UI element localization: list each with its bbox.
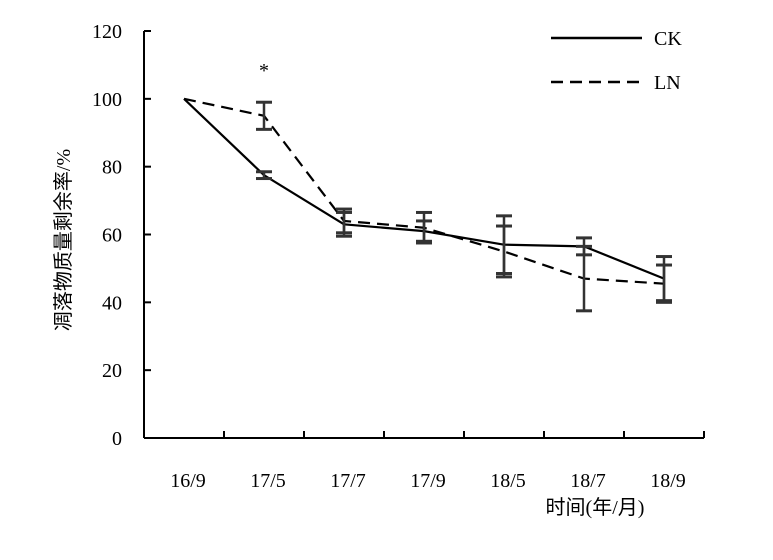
y-tick-label: 120 — [92, 21, 122, 43]
x-tick-label: 16/9 — [170, 470, 206, 492]
y-tick-label: 0 — [112, 428, 122, 450]
y-tick-label: 60 — [102, 225, 122, 247]
y-tick-label: 20 — [102, 360, 122, 382]
legend-label-CK: CK — [654, 28, 682, 50]
x-tick-label: 17/9 — [410, 470, 446, 492]
series-group: * — [183, 60, 672, 313]
y-tick-label: 100 — [92, 89, 122, 111]
series-line-CK — [183, 98, 665, 280]
y-tick-label: 40 — [102, 292, 122, 314]
x-tick-label: 18/9 — [650, 470, 686, 492]
significance-marker: * — [259, 60, 269, 82]
axes: 0 20 40 60 80 100 120 16/9 17/5 17/7 17/9 18/5 18/7 1… — [92, 21, 705, 492]
x-tick-label: 18/5 — [490, 470, 526, 492]
x-tick-label: 18/7 — [570, 470, 606, 492]
x-tick-label: 17/5 — [250, 470, 286, 492]
x-axis-title: 时间(年/月) — [546, 496, 645, 519]
legend-label-LN: LN — [654, 72, 681, 94]
y-axis-title: 凋落物质量剩余率/% — [52, 149, 75, 331]
legend: CK LN — [551, 28, 682, 94]
x-tick-label: 17/7 — [330, 470, 366, 492]
y-tick-label: 80 — [102, 157, 122, 179]
